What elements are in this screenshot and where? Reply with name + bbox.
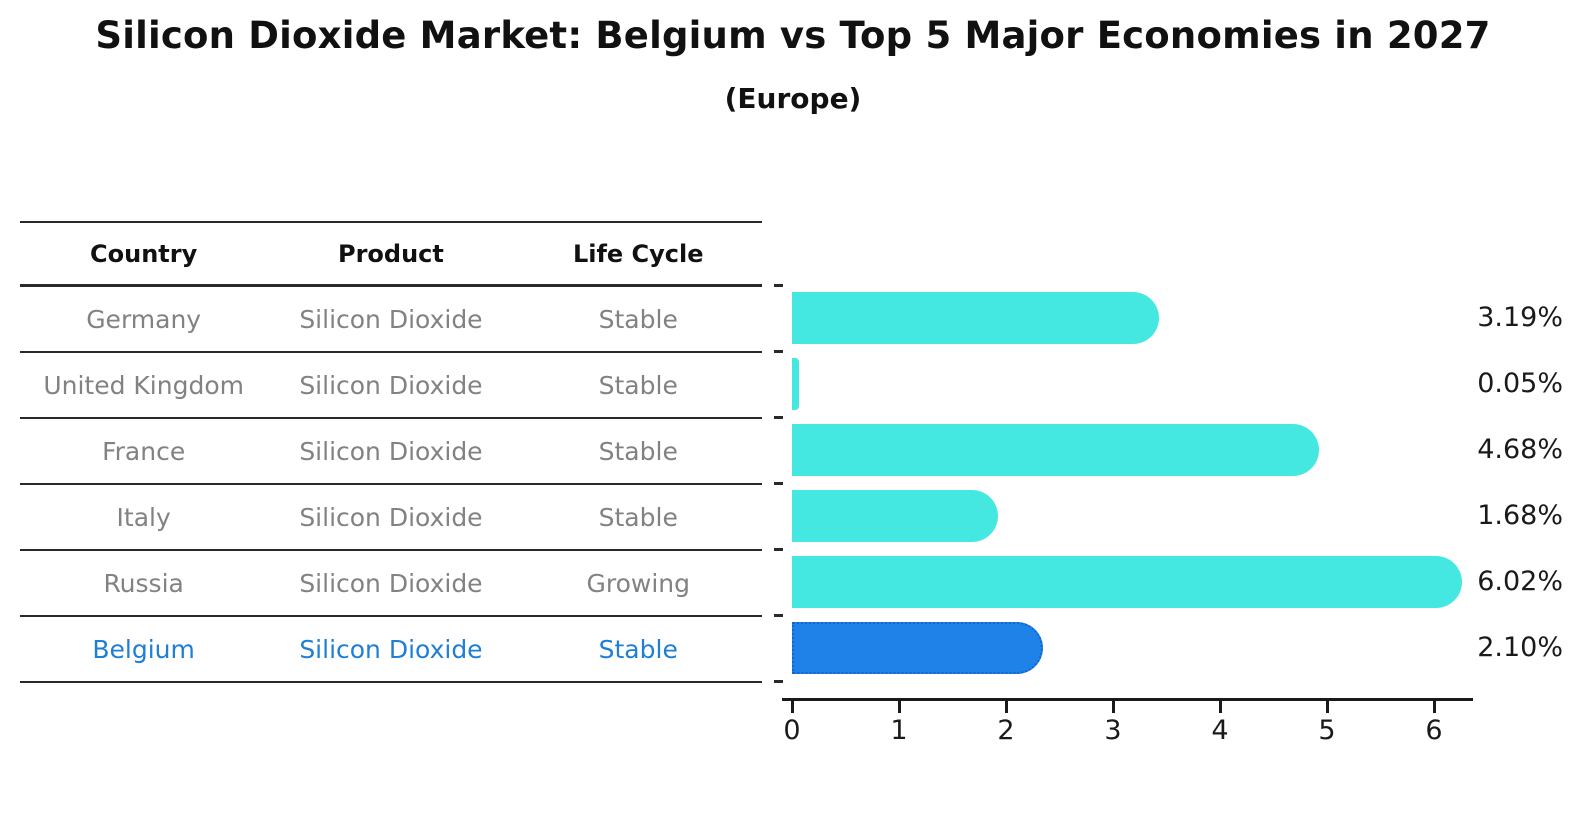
table-body: Germany Silicon Dioxide Stable United Kingd… xyxy=(20,287,762,683)
cell-country: Belgium xyxy=(92,634,195,664)
table-row-united-kingdom: United Kingdom Silicon Dioxide Stable xyxy=(20,353,762,419)
table-header-row: Country Product Life Cycle xyxy=(20,223,762,287)
bar-russia xyxy=(792,556,1463,608)
y-tick-mark-5 xyxy=(774,613,783,617)
cell-country: France xyxy=(102,436,186,466)
cell-product: Silicon Dioxide xyxy=(299,634,483,664)
y-tick-mark-3 xyxy=(774,481,783,485)
y-tick-mark-6 xyxy=(774,679,783,683)
value-label-belgium: 2.10% xyxy=(1477,632,1563,663)
y-tick-mark-0 xyxy=(774,283,783,287)
table-row-germany: Germany Silicon Dioxide Stable xyxy=(20,287,762,353)
x-tick-mark-6 xyxy=(1432,701,1436,713)
table-row-belgium: Belgium Silicon Dioxide Stable xyxy=(20,617,762,683)
table-header-lifecycle: Life Cycle xyxy=(572,239,704,268)
x-tick-label-5: 5 xyxy=(1318,715,1336,746)
table-row-italy: Italy Silicon Dioxide Stable xyxy=(20,485,762,551)
country-table: Country Product Life Cycle Germany Silico… xyxy=(20,221,762,683)
cell-lifecycle: Stable xyxy=(598,502,678,532)
bar-italy xyxy=(792,490,998,542)
cell-country: Germany xyxy=(86,304,202,334)
x-tick-label-6: 6 xyxy=(1425,715,1443,746)
y-tick-mark-1 xyxy=(774,349,783,353)
x-tick-mark-5 xyxy=(1325,701,1329,713)
table-row-russia: Russia Silicon Dioxide Growing xyxy=(20,551,762,617)
cell-product: Silicon Dioxide xyxy=(299,370,483,400)
cell-lifecycle: Stable xyxy=(598,370,678,400)
x-tick-label-4: 4 xyxy=(1211,715,1229,746)
x-tick-label-0: 0 xyxy=(783,715,801,746)
bar-belgium xyxy=(792,622,1043,674)
value-label-france: 4.68% xyxy=(1477,434,1563,465)
x-axis-line xyxy=(782,698,1473,701)
cell-lifecycle: Stable xyxy=(598,304,678,334)
cell-lifecycle: Growing xyxy=(586,568,690,598)
x-tick-label-3: 3 xyxy=(1104,715,1122,746)
value-label-united-kingdom: 0.05% xyxy=(1477,368,1563,399)
chart-title: Silicon Dioxide Market: Belgium vs Top 5… xyxy=(95,14,1491,57)
cell-lifecycle: Stable xyxy=(598,634,678,664)
cell-product: Silicon Dioxide xyxy=(299,502,483,532)
cell-country: Italy xyxy=(116,502,171,532)
cell-lifecycle: Stable xyxy=(598,436,678,466)
bar-germany xyxy=(792,292,1160,344)
x-tick-mark-0 xyxy=(790,701,794,713)
cell-product: Silicon Dioxide xyxy=(299,436,483,466)
bar-united-kingdom xyxy=(792,358,800,410)
value-label-germany: 3.19% xyxy=(1477,302,1563,333)
x-tick-label-1: 1 xyxy=(890,715,908,746)
x-tick-mark-1 xyxy=(897,701,901,713)
table-header-country: Country xyxy=(90,239,198,268)
table-row-france: France Silicon Dioxide Stable xyxy=(20,419,762,485)
value-label-italy: 1.68% xyxy=(1477,500,1563,531)
cell-country: Russia xyxy=(103,568,184,598)
x-tick-mark-2 xyxy=(1004,701,1008,713)
x-tick-label-2: 2 xyxy=(997,715,1015,746)
y-tick-mark-2 xyxy=(774,415,783,419)
x-tick-mark-4 xyxy=(1218,701,1222,713)
y-tick-mark-4 xyxy=(774,547,783,551)
cell-product: Silicon Dioxide xyxy=(299,304,483,334)
table-header-product: Product xyxy=(338,239,444,268)
bar-france xyxy=(792,424,1319,476)
x-tick-mark-3 xyxy=(1111,701,1115,713)
cell-product: Silicon Dioxide xyxy=(299,568,483,598)
chart-subtitle: (Europe) xyxy=(724,82,862,115)
cell-country: United Kingdom xyxy=(43,370,244,400)
value-label-russia: 6.02% xyxy=(1477,566,1563,597)
